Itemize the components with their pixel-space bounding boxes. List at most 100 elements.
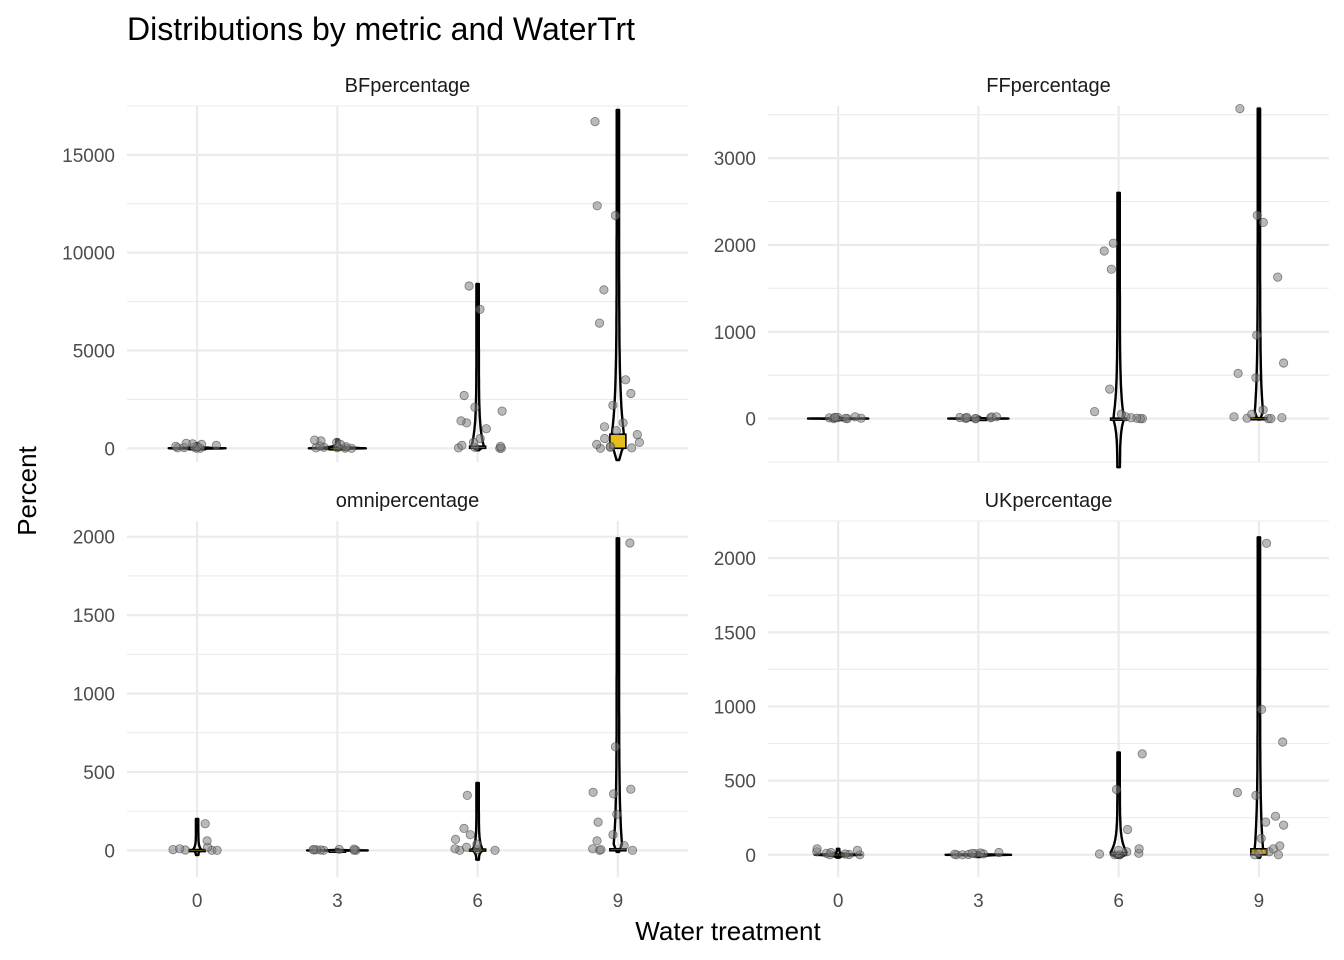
data-point — [596, 844, 606, 855]
x-tick-label: 9 — [613, 891, 624, 912]
facet-label: BFpercentage — [345, 75, 471, 97]
data-point — [1275, 841, 1285, 851]
x-tick-label: 9 — [1254, 891, 1265, 912]
violin-shape — [1253, 107, 1265, 421]
y-tick-label: 15000 — [62, 146, 115, 167]
data-point — [1279, 820, 1289, 830]
data-point — [1251, 790, 1261, 801]
data-point — [826, 847, 836, 858]
y-tick-label: 1000 — [73, 685, 115, 706]
data-point — [608, 830, 618, 840]
data-point — [608, 789, 619, 799]
data-point — [852, 845, 863, 855]
data-point — [470, 402, 480, 412]
data-point — [850, 412, 860, 422]
data-point — [475, 433, 485, 444]
data-point — [1251, 373, 1261, 383]
data-point — [1235, 104, 1245, 114]
facet-panels: BFpercentage050001000015000FFpercentage0… — [62, 75, 1329, 912]
data-point — [200, 819, 210, 829]
data-point — [450, 834, 461, 845]
data-point — [1262, 538, 1272, 548]
y-tick-label: 2000 — [714, 549, 756, 570]
data-point — [610, 210, 621, 221]
data-point — [1105, 384, 1115, 394]
violin-shape — [612, 537, 624, 854]
data-point — [626, 784, 636, 794]
data-point — [632, 429, 642, 440]
data-point — [1232, 787, 1243, 798]
data-point — [334, 844, 344, 855]
data-point — [1277, 413, 1287, 423]
y-tick-label: 3000 — [714, 149, 756, 170]
violin-shape — [609, 108, 627, 462]
data-point — [592, 836, 602, 846]
violin-shape — [1112, 191, 1126, 469]
data-point — [600, 433, 610, 444]
y-tick-label: 0 — [745, 846, 756, 867]
data-point — [1252, 210, 1262, 220]
data-point — [599, 422, 610, 432]
data-point — [1229, 412, 1239, 422]
y-tick-label: 1500 — [73, 606, 115, 627]
data-point — [1252, 330, 1262, 340]
data-point — [588, 787, 598, 797]
data-point — [627, 845, 638, 855]
data-point — [468, 437, 479, 447]
data-point — [1099, 246, 1109, 256]
data-point — [612, 809, 622, 819]
data-point — [472, 839, 482, 849]
violin-shape — [471, 781, 485, 861]
data-point — [175, 844, 185, 854]
data-point — [592, 439, 602, 449]
violin-shape — [1253, 536, 1265, 859]
data-point — [1094, 849, 1105, 859]
data-point — [212, 845, 222, 855]
data-point — [1090, 406, 1100, 417]
data-point — [840, 413, 851, 423]
data-point — [592, 201, 602, 211]
data-point — [349, 844, 359, 854]
data-point — [1106, 264, 1117, 274]
facet-label: omnipercentage — [336, 490, 479, 512]
x-tick-label: 0 — [833, 891, 844, 912]
data-point — [1273, 272, 1283, 282]
violin-shape — [813, 847, 863, 859]
data-point — [171, 441, 181, 451]
panel-FFpercentage: FFpercentage 0 1000 2000 3000 — [714, 75, 1329, 469]
data-point — [1134, 844, 1144, 854]
data-point — [590, 117, 600, 127]
y-tick-label: 500 — [724, 772, 756, 793]
y-tick-label: 5000 — [73, 342, 115, 363]
data-point — [450, 844, 460, 854]
data-point — [625, 538, 635, 548]
data-point — [1111, 784, 1122, 795]
data-point — [308, 844, 318, 855]
data-point — [1114, 845, 1124, 855]
violin-shape — [191, 817, 203, 857]
data-point — [1257, 704, 1267, 715]
data-point — [967, 848, 977, 858]
data-point — [812, 844, 822, 854]
data-point — [1258, 405, 1268, 415]
y-tick-label: 0 — [104, 439, 115, 460]
data-point — [475, 304, 485, 314]
data-point — [593, 817, 603, 827]
data-point — [464, 281, 474, 291]
data-point — [1233, 368, 1243, 378]
data-point — [1258, 217, 1268, 227]
y-tick-label: 2000 — [73, 528, 115, 549]
data-point — [619, 840, 629, 851]
data-point — [830, 412, 840, 422]
data-point — [1116, 409, 1127, 419]
data-point — [1256, 833, 1266, 844]
data-point — [181, 438, 191, 448]
data-point — [1254, 848, 1264, 858]
data-point — [459, 823, 469, 834]
y-tick-label: 1000 — [714, 697, 756, 718]
data-point — [211, 440, 221, 450]
data-point — [610, 742, 621, 752]
data-point — [1273, 850, 1284, 860]
chart-title: Distributions by metric and WaterTrt — [127, 11, 635, 47]
